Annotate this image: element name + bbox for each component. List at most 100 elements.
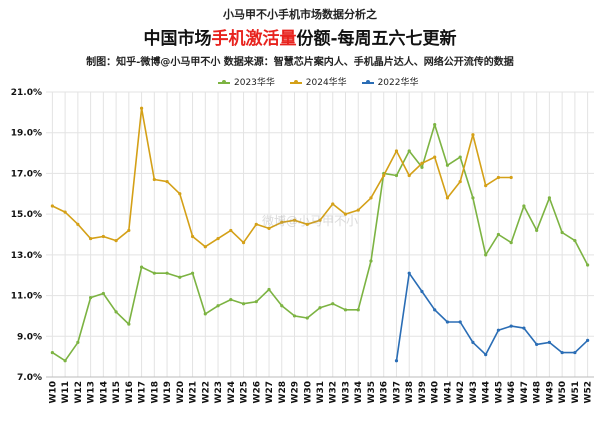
x-tick-label: W35: [367, 381, 377, 403]
data-point: [89, 236, 93, 241]
x-tick-label: W49: [545, 381, 555, 403]
data-point: [343, 308, 348, 312]
y-tick-label: 9.0%: [17, 332, 42, 342]
data-point: [547, 196, 551, 200]
data-point: [127, 228, 131, 233]
data-point: [63, 210, 67, 214]
data-point: [318, 218, 322, 222]
data-point: [152, 271, 156, 275]
x-tick-label: W46: [507, 381, 517, 403]
x-tick-label: W50: [558, 381, 568, 403]
y-tick-label: 17.0%: [11, 169, 42, 179]
y-axis: 7.0% 9.0% 11.0% 13.0% 15.0% 17.0% 19.0% 21.0%: [11, 88, 42, 383]
data-point: [305, 316, 309, 320]
x-tick-label: W31: [316, 381, 326, 403]
y-tick-label: 19.0%: [11, 129, 42, 139]
data-point: [420, 161, 424, 165]
x-tick-label: W23: [214, 381, 224, 403]
legend-swatch-2022: [361, 79, 374, 84]
data-point: [50, 204, 54, 208]
data-point: [407, 173, 411, 178]
data-point: [560, 350, 564, 355]
data-point: [356, 208, 360, 212]
x-tick-label: W38: [405, 381, 415, 403]
data-point: [369, 259, 373, 263]
x-tick-label: W27: [265, 381, 275, 403]
x-tick-label: W32: [329, 381, 339, 403]
x-tick-label: W47: [520, 381, 530, 403]
y-tick-label: 7.0%: [17, 373, 42, 383]
data-point: [407, 149, 411, 153]
data-point: [356, 308, 360, 312]
y-tick-label: 15.0%: [11, 210, 42, 220]
y-tick-label: 11.0%: [11, 292, 42, 302]
x-tick-label: W48: [533, 381, 543, 403]
data-point: [535, 228, 539, 233]
data-point: [127, 322, 131, 326]
data-point: [292, 218, 297, 222]
data-point: [241, 302, 246, 306]
data-point: [420, 165, 424, 169]
x-tick-label: W51: [571, 381, 581, 403]
data-point: [445, 320, 450, 324]
data-point: [190, 234, 195, 239]
x-tick-label: W22: [201, 381, 211, 403]
data-point: [292, 314, 297, 318]
data-point: [522, 326, 526, 330]
data-point: [203, 245, 207, 249]
x-tick-label: W34: [354, 381, 364, 403]
data-point: [203, 312, 207, 316]
series-line-2022华华: [395, 272, 589, 361]
x-tick-label: W28: [278, 381, 288, 403]
data-point: [573, 350, 577, 355]
y-tick-label: 21.0%: [11, 88, 42, 98]
data-point: [76, 340, 80, 344]
data-point: [433, 308, 437, 312]
data-point: [216, 236, 220, 241]
data-point: [407, 271, 411, 275]
data-point: [89, 296, 93, 300]
legend-dot: [293, 79, 298, 84]
x-tick-label: W39: [418, 381, 428, 403]
y-tick-label: 13.0%: [11, 251, 42, 261]
x-tick-label: W15: [112, 381, 122, 403]
data-point: [229, 298, 233, 302]
data-point: [267, 226, 271, 230]
data-point: [369, 196, 373, 200]
data-point: [471, 340, 475, 344]
x-tick-label: W37: [392, 381, 402, 403]
legend: 2023华华 2024华华 2022华华: [218, 75, 430, 88]
data-point: [509, 241, 513, 245]
x-tick-label: W16: [125, 381, 135, 403]
data-point: [331, 302, 335, 306]
data-point: [420, 289, 424, 294]
data-point: [139, 106, 144, 110]
data-point: [496, 328, 501, 332]
data-point: [50, 350, 54, 355]
data-point: [586, 338, 590, 342]
data-point: [101, 291, 105, 296]
x-tick-label: W11: [61, 381, 71, 403]
data-point: [573, 239, 577, 243]
data-point: [445, 163, 450, 167]
x-tick-label: W33: [341, 381, 351, 403]
x-tick-label: W18: [150, 381, 160, 403]
x-tick-label: W17: [138, 381, 148, 403]
data-point: [229, 228, 233, 233]
data-point: [484, 353, 488, 357]
data-point: [152, 177, 156, 182]
data-point: [280, 220, 284, 224]
x-tick-label: W10: [48, 381, 58, 403]
data-point: [458, 155, 462, 159]
x-tick-label: W41: [443, 381, 453, 403]
chart-title: 中国市场手机激活量份额-每周五六七更新: [0, 24, 600, 49]
data-point: [547, 340, 551, 344]
data-point: [190, 271, 195, 275]
top-title: 小马甲不小手机市场数据分析之: [223, 8, 377, 21]
data-point: [76, 222, 80, 226]
title-highlight: 手机激活量: [211, 29, 297, 49]
data-point: [178, 192, 182, 196]
data-point: [586, 263, 590, 267]
data-point: [445, 196, 450, 200]
